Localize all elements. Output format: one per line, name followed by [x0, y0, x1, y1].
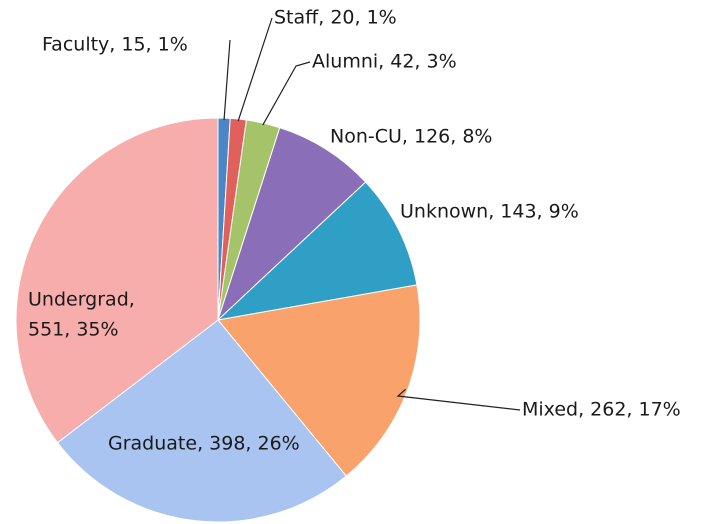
pie-slice: [56, 319, 347, 523]
leader-line: [262, 61, 311, 126]
pie-slice: [216, 127, 367, 322]
leader-line: [396, 388, 521, 411]
data-label: Faculty, 15, 1%: [42, 34, 188, 56]
data-label: Staff, 20, 1%: [274, 7, 397, 29]
pie-slice: [216, 181, 418, 321]
data-label: Mixed, 262, 17%: [522, 399, 681, 421]
pie-slice: [217, 284, 421, 477]
leader-line: [223, 39, 231, 121]
data-label: Non-CU, 126, 8%: [330, 126, 492, 148]
pie-slice: [15, 117, 219, 444]
data-label: Undergrad,: [28, 289, 135, 311]
data-label: 551, 35%: [28, 319, 119, 341]
data-label: Graduate, 398, 26%: [108, 433, 300, 455]
data-label: Unknown, 143, 9%: [400, 201, 579, 223]
data-label: Alumni, 42, 3%: [312, 51, 457, 73]
leader-line: [237, 17, 273, 122]
